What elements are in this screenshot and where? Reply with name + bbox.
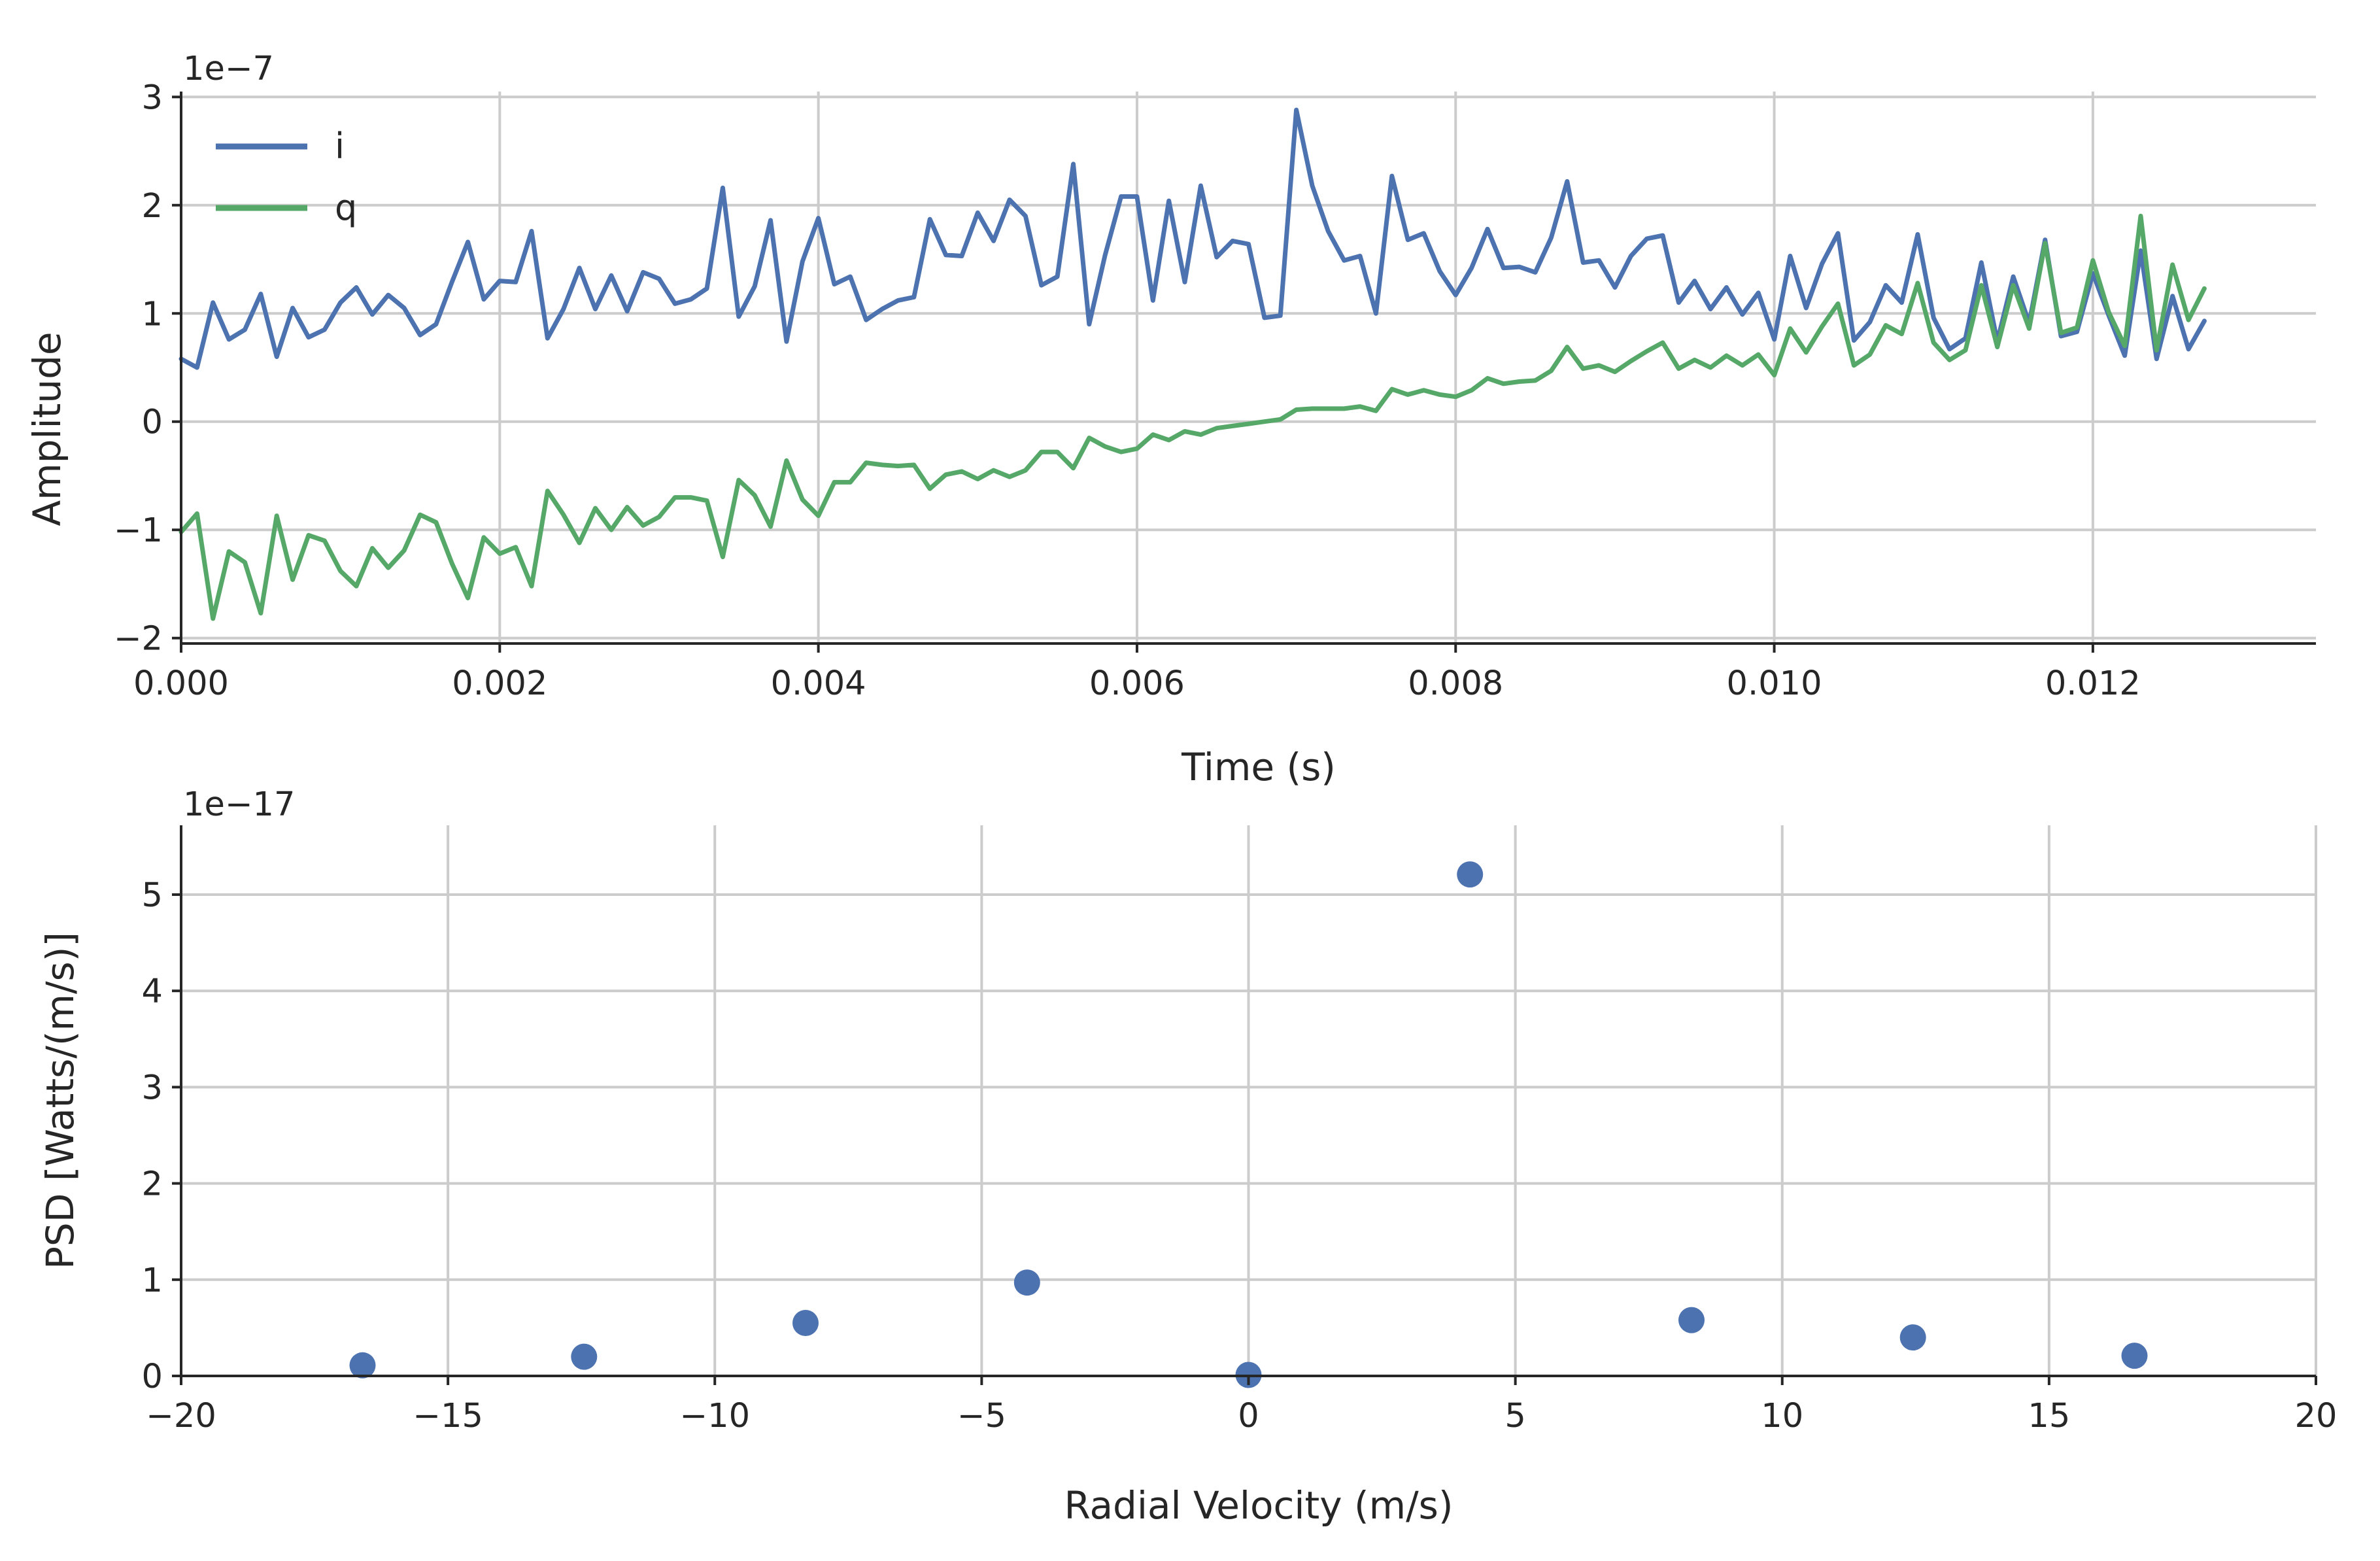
velocity-tick-label: 5 <box>1504 1397 1525 1435</box>
time-series-axes: 0.000 0.002 0.004 0.006 0.008 0.010 0.012 −2 −1 0… <box>114 78 2316 703</box>
psd-tick-label: 3 <box>142 1069 163 1107</box>
series-line-q <box>178 213 2207 621</box>
psd-point <box>571 1343 598 1370</box>
time-tick-label: 0.004 <box>771 664 866 703</box>
amplitude-tick-label: 2 <box>142 187 163 226</box>
psd-point <box>2121 1343 2148 1369</box>
psd-tick-label: 0 <box>142 1358 163 1396</box>
psd-panel: −20 −15 −10 −5 0 5 10 15 20 0 1 2 3 4 5 1e−17 Radial V… <box>38 785 2337 1528</box>
psd-point <box>1678 1307 1705 1333</box>
legend-label-q: q <box>335 187 357 228</box>
psd-axes: −20 −15 −10 −5 0 5 10 15 20 0 1 2 3 4 5 <box>142 825 2338 1435</box>
amplitude-tick-label: 0 <box>142 403 163 442</box>
amplitude-tick-label: 3 <box>142 78 163 117</box>
velocity-tick-label: −5 <box>957 1397 1006 1435</box>
psd-point <box>1457 861 1484 888</box>
time-axis-label: Time (s) <box>1181 745 1336 789</box>
velocity-tick-label: −10 <box>679 1397 750 1435</box>
psd-point <box>1013 1269 1040 1296</box>
amplitude-tick-label: 1 <box>142 295 163 334</box>
velocity-tick-label: −20 <box>146 1397 216 1435</box>
velocity-tick-label: 0 <box>1238 1397 1259 1435</box>
series-legend: i q <box>216 126 357 228</box>
psd-offset-label: 1e−17 <box>183 785 295 824</box>
amplitude-tick-label: −1 <box>114 511 163 550</box>
psd-point <box>1899 1324 1926 1351</box>
psd-tick-label: 2 <box>142 1165 163 1204</box>
psd-tick-label: 5 <box>142 876 163 915</box>
amplitude-axis-label: Amplitude <box>25 332 69 526</box>
psd-tick-label: 4 <box>142 972 163 1011</box>
psd-point <box>349 1352 376 1379</box>
velocity-axis-label: Radial Velocity (m/s) <box>1064 1483 1453 1528</box>
time-tick-label: 0.012 <box>2045 664 2141 703</box>
psd-axis-label: PSD [Watts/(m/s)] <box>38 932 82 1269</box>
time-tick-label: 0.008 <box>1408 664 1503 703</box>
amplitude-tick-label: −2 <box>114 620 163 659</box>
time-tick-label: 0.010 <box>1727 664 1822 703</box>
psd-point <box>792 1310 819 1336</box>
amplitude-offset-label: 1e−7 <box>183 50 274 88</box>
time-tick-label: 0.006 <box>1089 664 1185 703</box>
series-line-i <box>178 107 2207 370</box>
psd-tick-label: 1 <box>142 1261 163 1300</box>
time-tick-label: 0.002 <box>452 664 547 703</box>
legend-label-i: i <box>335 126 345 167</box>
time-series-panel: 0.000 0.002 0.004 0.006 0.008 0.010 0.012 −2 −1 0… <box>25 50 2316 789</box>
velocity-tick-label: 15 <box>2028 1397 2070 1435</box>
time-tick-label: 0.000 <box>133 664 229 703</box>
velocity-tick-label: −15 <box>413 1397 483 1435</box>
time-series-lines <box>178 107 2207 621</box>
velocity-tick-label: 20 <box>2295 1397 2338 1435</box>
velocity-tick-label: 10 <box>1761 1397 1803 1435</box>
